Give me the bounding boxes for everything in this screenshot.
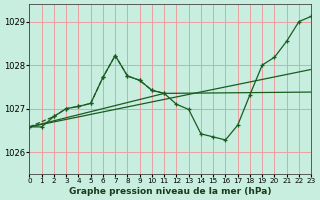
X-axis label: Graphe pression niveau de la mer (hPa): Graphe pression niveau de la mer (hPa) [69,187,272,196]
